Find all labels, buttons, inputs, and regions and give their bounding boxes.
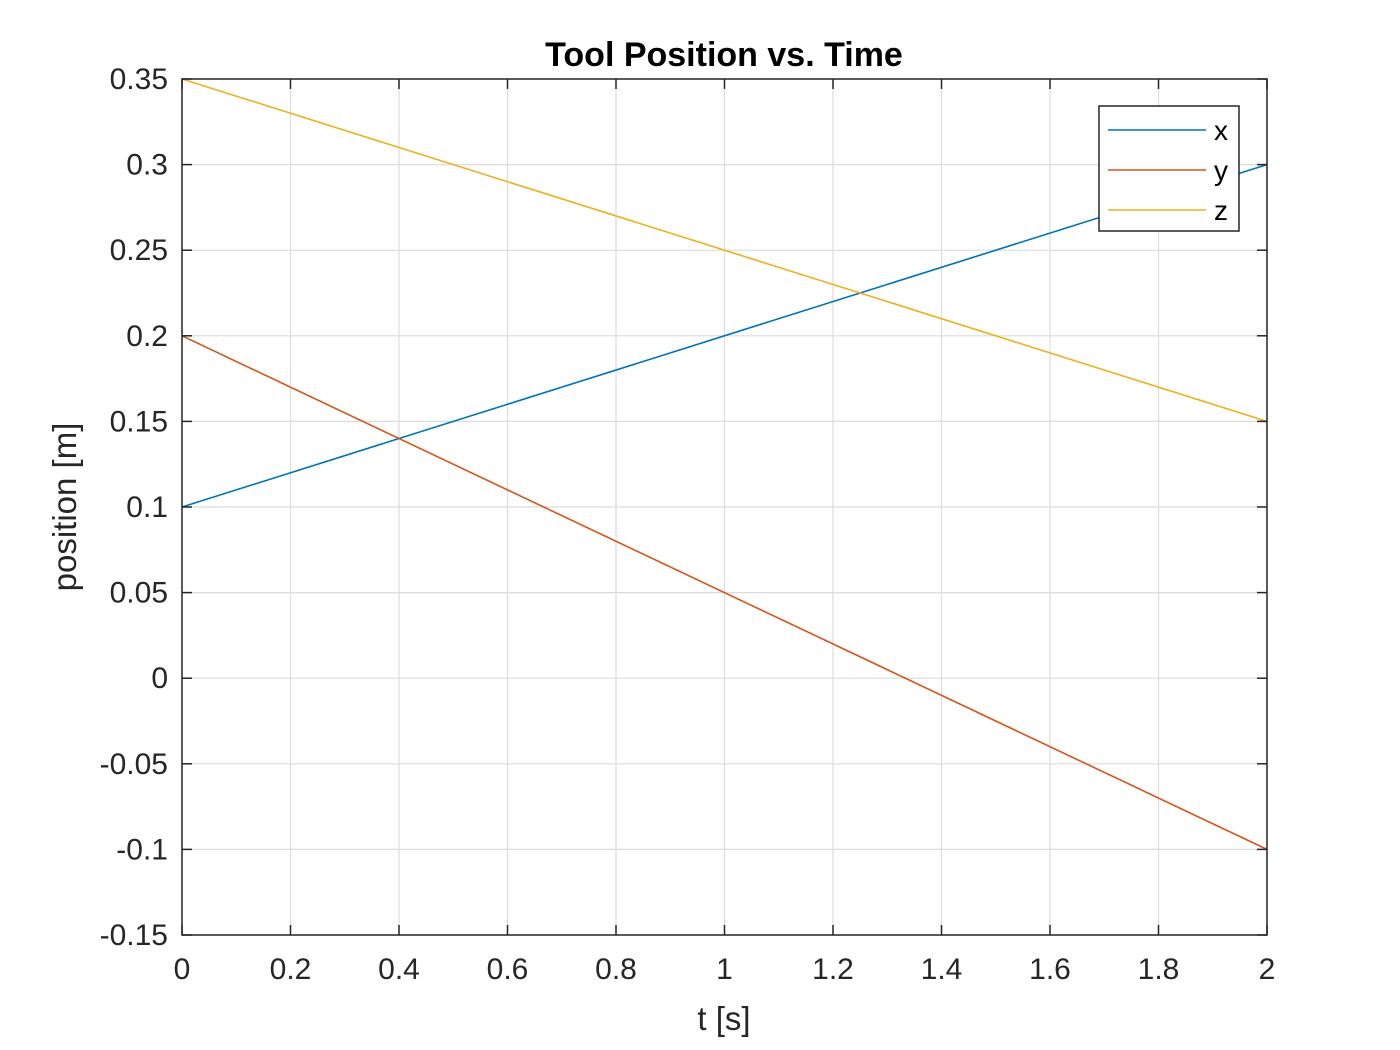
legend-entries: xyz [1108,115,1228,226]
x-tick-label: 1.8 [1138,953,1180,986]
y-tick-label: 0.05 [110,577,168,610]
x-tick-label: 0.4 [378,953,420,986]
y-tick-label: 0.35 [110,63,168,96]
series-line-y [181,335,1268,851]
x-tick-label: 1 [716,953,733,986]
chart-title: Tool Position vs. Time [545,36,903,74]
y-tick-label: -0.1 [116,833,168,866]
y-tick-labels: -0.15 -0.1 -0.05 0 0.05 0.1 0.15 0.2 0.25 0.3 0.35 [100,63,168,952]
y-tick-label: 0.3 [126,149,168,182]
x-axis-label: t [s] [697,1000,750,1037]
series-line-z [181,78,1268,423]
legend-label-y: y [1214,155,1228,186]
y-tick-label: -0.05 [100,748,168,781]
legend: xyz [1098,105,1240,232]
axis-ticks [181,78,1268,936]
x-tick-label: 1.2 [812,953,854,986]
y-tick-label: 0 [151,662,168,695]
x-tick-label: 1.4 [921,953,963,986]
x-tick-label: 2 [1259,953,1276,986]
x-tick-label: 0.6 [487,953,529,986]
x-tick-label: 0 [174,953,191,986]
x-tick-label: 1.6 [1029,953,1071,986]
y-tick-label: -0.15 [100,919,168,952]
y-tick-label: 0.2 [126,320,168,353]
x-tick-label: 0.8 [595,953,637,986]
y-tick-label: 0.25 [110,234,168,267]
legend-label-z: z [1214,195,1228,226]
series-lines [181,78,1268,851]
legend-label-x: x [1214,115,1228,146]
series-line-x [181,163,1268,508]
x-tick-labels: 0 0.2 0.4 0.6 0.8 1 1.2 1.4 1.6 1.8 2 [174,953,1276,986]
y-axis-label: position [m] [46,423,83,592]
y-tick-label: 0.15 [110,405,168,438]
x-tick-label: 0.2 [270,953,312,986]
y-tick-label: 0.1 [126,491,168,524]
